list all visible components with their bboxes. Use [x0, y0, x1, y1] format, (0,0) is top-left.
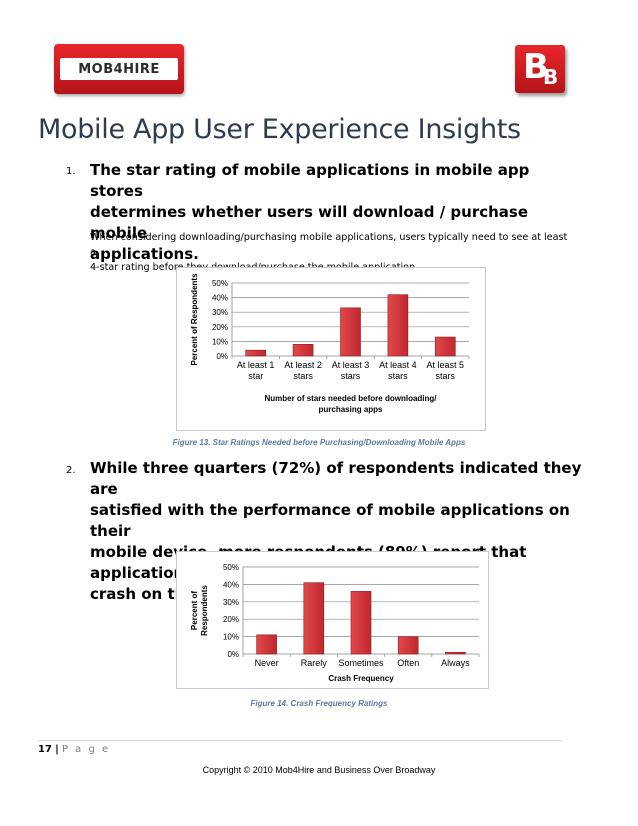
figure-caption: Figure 13. Star Ratings Needed before Pu…	[172, 438, 466, 447]
heading-line: satisfied with the performance of mobile…	[90, 501, 570, 540]
bob-logo-letter-small: B	[543, 65, 559, 89]
page-title: Mobile App User Experience Insights	[38, 114, 521, 145]
x-category-label: Rarely	[301, 658, 328, 668]
page-number: 17 | P a g e	[38, 744, 110, 755]
section-number: 1.	[66, 166, 76, 177]
bob-logo-letter: B	[523, 47, 549, 87]
heading-line: determines whether users will download /…	[90, 203, 529, 242]
page-number-value: 17	[38, 744, 52, 755]
x-axis-label: Number of stars needed before downloadin…	[264, 394, 437, 403]
y-tick-label: 0%	[227, 650, 239, 659]
x-category-label: At least 1	[237, 360, 275, 370]
figure-caption: Figure 14. Crash Frequency Ratings	[250, 699, 388, 708]
x-category-label: Sometimes	[338, 658, 384, 668]
y-axis-label: Percent of	[190, 591, 199, 630]
x-category-label: stars	[293, 371, 313, 381]
page-number-separator: |	[55, 744, 59, 755]
bar	[303, 582, 325, 655]
bar	[245, 349, 266, 357]
bar	[434, 336, 456, 357]
y-tick-label: 40%	[212, 294, 228, 303]
y-tick-label: 20%	[223, 615, 239, 624]
mob4hire-logo-text: MOB4HIRE	[78, 61, 160, 77]
y-tick-label: 20%	[212, 323, 228, 332]
footer-divider	[38, 740, 562, 741]
x-axis-label: purchasing apps	[318, 405, 383, 414]
x-category-label: At least 5	[427, 360, 465, 370]
section-heading: The star rating of mobile applications i…	[90, 160, 570, 265]
x-category-label: Never	[255, 658, 279, 668]
x-category-label: At least 4	[379, 360, 417, 370]
x-category-label: Often	[397, 658, 419, 668]
bar	[387, 294, 409, 357]
chart-crash-frequency: 0% 10% 20% 30% 40% 50% Never Rarely Sometimes Oft…	[176, 551, 489, 689]
bar	[292, 344, 314, 357]
y-tick-label: 50%	[212, 279, 228, 288]
y-tick-label: 10%	[223, 633, 239, 642]
mob4hire-logo: MOB4HIRE	[54, 44, 184, 94]
heading-line: While three quarters (72%) of respondent…	[90, 459, 582, 498]
x-category-label: At least 3	[332, 360, 370, 370]
page-word: P a g e	[61, 744, 111, 755]
section-number: 2.	[66, 465, 76, 476]
y-tick-label: 0%	[216, 352, 228, 361]
y-tick-label: 10%	[212, 337, 228, 346]
y-tick-label: 30%	[212, 308, 228, 317]
bar	[445, 651, 466, 655]
bar	[256, 634, 277, 655]
x-category-label: stars	[388, 371, 408, 381]
paragraph-line: When considering downloading/purchasing …	[90, 232, 568, 258]
bar	[340, 307, 361, 357]
x-category-label: stars	[436, 371, 456, 381]
copyright-notice: Copyright © 2010 Mob4Hire and Business O…	[202, 765, 436, 775]
x-category-label: star	[248, 371, 263, 381]
y-axis-label: Percent of Respondents	[190, 273, 199, 366]
chart-star-ratings: 0% 10% 20% 30% 40% 50% At least 1 star At least …	[176, 267, 486, 431]
chart-crash-frequency-svg: 0% 10% 20% 30% 40% 50% Never Rarely Sometimes Oft…	[190, 563, 480, 683]
y-tick-label: 30%	[223, 598, 239, 607]
heading-line: applications.	[90, 245, 199, 263]
x-category-label: Always	[441, 658, 470, 668]
x-axis-label: Crash Frequency	[328, 674, 394, 683]
x-category-label: At least 2	[284, 360, 322, 370]
heading-line: The star rating of mobile applications i…	[90, 161, 530, 200]
y-axis-label: Respondents	[200, 585, 209, 636]
bar	[397, 636, 419, 655]
y-tick-label: 40%	[223, 580, 239, 589]
bar	[350, 591, 372, 655]
x-category-label: stars	[341, 371, 361, 381]
y-tick-label: 50%	[223, 563, 239, 572]
